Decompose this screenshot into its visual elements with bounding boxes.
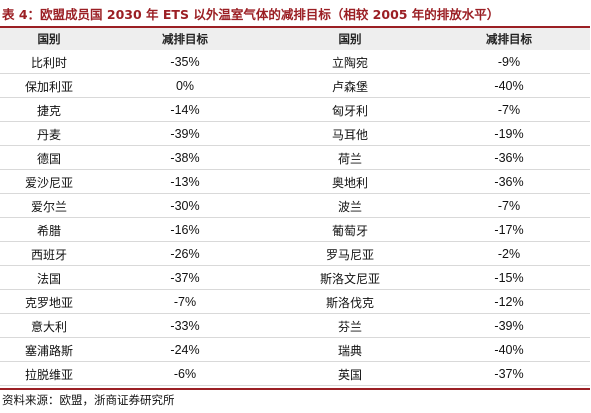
table-row: 克罗地亚 -7% 斯洛伐克 -12% (0, 290, 590, 314)
table-row: 希腊 -16% 葡萄牙 -17% (0, 218, 590, 242)
cell-target-right: -37% (494, 367, 524, 381)
cell-target-right: -17% (494, 223, 524, 237)
row-divider (0, 361, 590, 362)
row-divider (0, 313, 590, 314)
table-row: 爱沙尼亚 -13% 奥地利 -36% (0, 170, 590, 194)
cell-country-left: 希腊 (36, 223, 61, 238)
table-row: 捷克 -14% 匈牙利 -7% (0, 98, 590, 122)
cell-target-left: -37% (170, 271, 200, 285)
bottom-divider (0, 388, 590, 390)
row-divider (0, 145, 590, 146)
cell-target-right: -2% (497, 247, 521, 261)
cell-country-left: 捷克 (36, 103, 61, 118)
cell-target-left: -13% (170, 175, 200, 189)
cell-country-right: 卢森堡 (331, 79, 368, 94)
row-divider (0, 193, 590, 194)
cell-target-left: -35% (170, 55, 200, 69)
cell-country-left: 丹麦 (36, 127, 61, 142)
cell-country-right: 荷兰 (337, 151, 362, 166)
table-row: 意大利 -33% 芬兰 -39% (0, 314, 590, 338)
cell-target-left: -26% (170, 247, 200, 261)
cell-target-left: 0% (175, 79, 195, 93)
cell-country-right: 马耳他 (331, 127, 368, 142)
table-title: 表 4：欧盟成员国 2030 年 ETS 以外温室气体的减排目标（相较 2005… (2, 7, 500, 22)
cell-country-right: 葡萄牙 (331, 223, 368, 238)
title-divider (0, 26, 590, 28)
cell-target-right: -12% (494, 295, 524, 309)
cell-target-right: -40% (494, 79, 524, 93)
cell-country-right: 罗马尼亚 (325, 247, 374, 262)
cell-country-left: 爱沙尼亚 (24, 175, 73, 190)
cell-target-left: -33% (170, 319, 200, 333)
cell-target-right: -7% (497, 103, 521, 117)
row-divider (0, 241, 590, 242)
cell-country-right: 英国 (337, 367, 362, 382)
cell-country-right: 波兰 (337, 199, 362, 214)
cell-target-right: -40% (494, 343, 524, 357)
cell-target-right: -36% (494, 175, 524, 189)
cell-country-right: 奥地利 (331, 175, 368, 190)
table-row: 丹麦 -39% 马耳他 -19% (0, 122, 590, 146)
cell-country-left: 比利时 (30, 55, 67, 70)
row-divider (0, 289, 590, 290)
table-row: 爱尔兰 -30% 波兰 -7% (0, 194, 590, 218)
table-row: 拉脱维亚 -6% 英国 -37% (0, 362, 590, 386)
cell-country-left: 拉脱维亚 (24, 367, 73, 382)
cell-target-left: -16% (170, 223, 200, 237)
header-country-2: 国别 (338, 32, 362, 46)
cell-target-left: -38% (170, 151, 200, 165)
cell-country-left: 爱尔兰 (30, 199, 67, 214)
table-row: 法国 -37% 斯洛文尼亚 -15% (0, 266, 590, 290)
source-note: 资料来源：欧盟，浙商证券研究所 (2, 393, 175, 407)
table-row: 西班牙 -26% 罗马尼亚 -2% (0, 242, 590, 266)
cell-country-right: 斯洛伐克 (325, 295, 374, 310)
row-divider (0, 73, 590, 74)
cell-target-right: -7% (497, 199, 521, 213)
cell-country-left: 克罗地亚 (24, 295, 73, 310)
row-divider (0, 265, 590, 266)
cell-target-right: -15% (494, 271, 524, 285)
cell-country-left: 塞浦路斯 (24, 343, 73, 358)
cell-target-right: -9% (497, 55, 521, 69)
cell-country-right: 匈牙利 (331, 103, 368, 118)
row-divider (0, 337, 590, 338)
row-divider (0, 217, 590, 218)
table-row: 塞浦路斯 -24% 瑞典 -40% (0, 338, 590, 362)
row-divider (0, 121, 590, 122)
cell-country-right: 瑞典 (337, 343, 362, 358)
cell-country-left: 意大利 (30, 319, 67, 334)
cell-target-right: -19% (494, 127, 524, 141)
cell-target-left: -7% (173, 295, 197, 309)
table-row: 比利时 -35% 立陶宛 -9% (0, 50, 590, 74)
cell-country-left: 保加利亚 (24, 79, 73, 94)
cell-target-left: -30% (170, 199, 200, 213)
cell-target-left: -6% (173, 367, 197, 381)
cell-target-left: -24% (170, 343, 200, 357)
row-divider (0, 97, 590, 98)
header-country-1: 国别 (37, 32, 61, 46)
cell-country-right: 芬兰 (337, 319, 362, 334)
table-row: 德国 -38% 荷兰 -36% (0, 146, 590, 170)
header-target-1: 减排目标 (162, 32, 208, 46)
row-divider (0, 169, 590, 170)
row-divider (0, 385, 590, 386)
cell-target-left: -39% (170, 127, 200, 141)
cell-country-right: 立陶宛 (331, 55, 368, 70)
cell-target-left: -14% (170, 103, 200, 117)
header-target-2: 减排目标 (486, 32, 532, 46)
cell-country-left: 德国 (36, 151, 61, 166)
cell-country-left: 法国 (36, 271, 61, 286)
cell-target-right: -36% (494, 151, 524, 165)
cell-target-right: -39% (494, 319, 524, 333)
table-row: 保加利亚 0% 卢森堡 -40% (0, 74, 590, 98)
cell-country-right: 斯洛文尼亚 (319, 271, 380, 286)
table-header-row: 国别 减排目标 国别 减排目标 (0, 28, 590, 50)
cell-country-left: 西班牙 (30, 247, 67, 262)
